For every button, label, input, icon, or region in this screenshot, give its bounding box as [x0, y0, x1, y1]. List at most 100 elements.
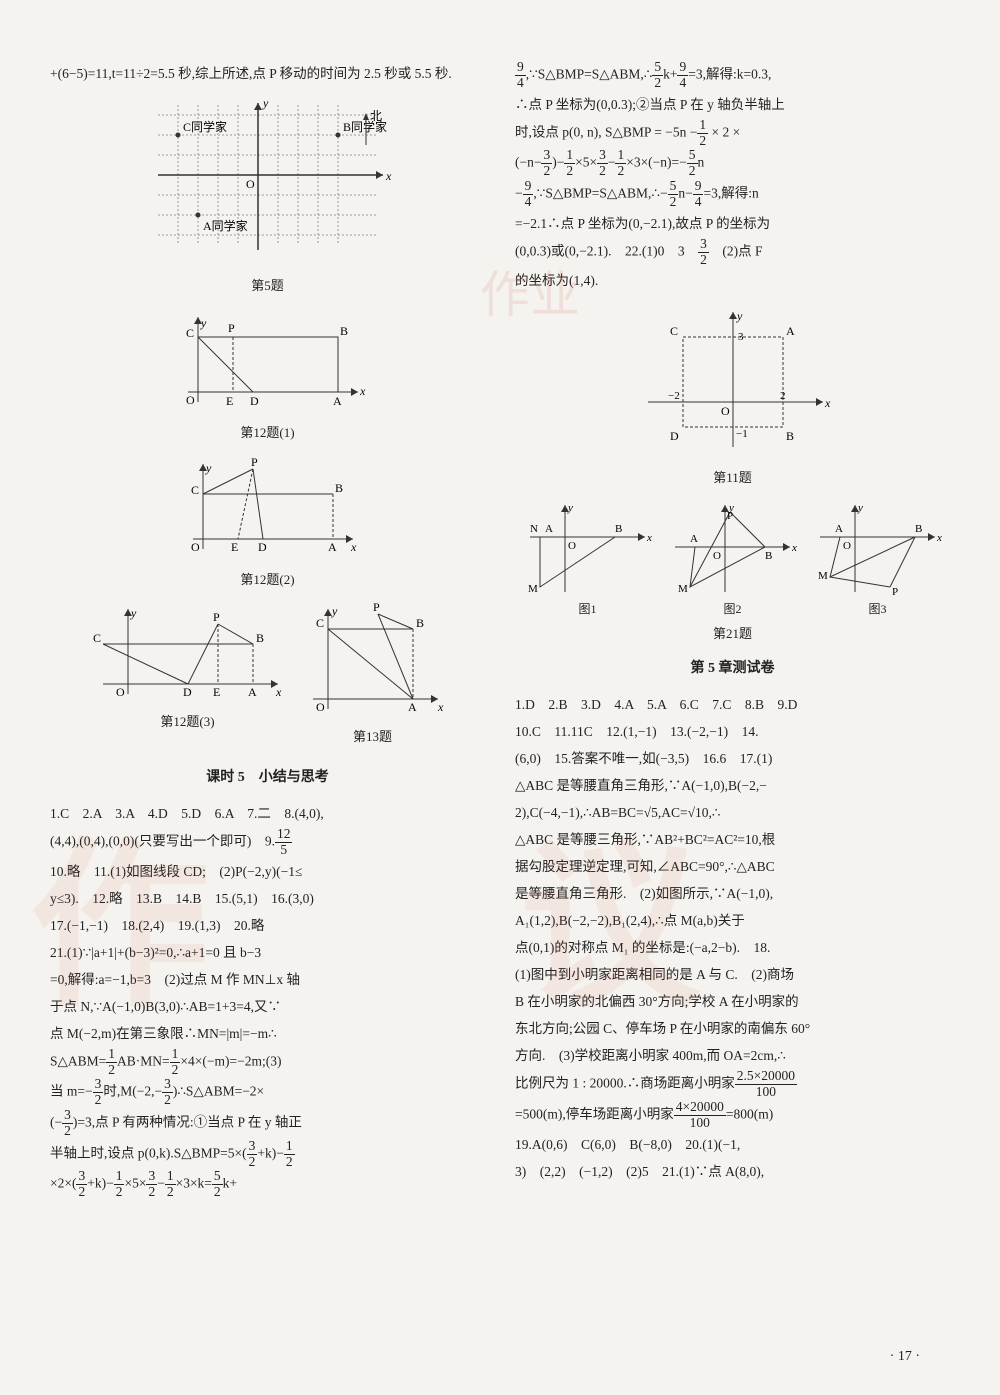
svg-text:B: B: [786, 429, 794, 443]
svg-text:B: B: [416, 616, 424, 630]
svg-text:A: A: [835, 523, 843, 535]
text-line: 半轴上时,设点 p(0,k).S△BMP=5×(32+k)−12: [50, 1139, 485, 1170]
answer-line: 1.C 2.A 3.A 4.D 5.D 6.A 7.二 8.(4,0),: [50, 800, 485, 827]
text-line: ∴点 P 坐标为(0,0.3);②当点 P 在 y 轴负半轴上: [515, 91, 950, 118]
text-line: =−2.1∴点 P 坐标为(0,−2.1),故点 P 的坐标为: [515, 210, 950, 237]
svg-text:O: O: [568, 540, 576, 552]
svg-text:y: y: [200, 316, 207, 330]
svg-text:P: P: [213, 610, 220, 624]
svg-text:O: O: [191, 540, 200, 554]
text-line: (−32)=3,点 P 有两种情况:①当点 P 在 y 轴正: [50, 1108, 485, 1139]
svg-text:C: C: [186, 326, 194, 340]
svg-text:B: B: [340, 324, 348, 338]
svg-text:B: B: [765, 550, 772, 562]
svg-text:3: 3: [738, 331, 744, 343]
svg-text:C: C: [670, 324, 678, 338]
fig21-caption: 第21题: [515, 621, 950, 647]
svg-text:N: N: [530, 523, 538, 535]
text-line: 方向. (3)学校距离小明家 400m,而 OA=2cm,∴: [515, 1042, 950, 1069]
svg-text:O: O: [116, 685, 125, 699]
fig5-a-label: A同学家: [203, 218, 248, 233]
text-line: 于点 N,∵A(−1,0)B(3,0)∴AB=1+3=4,又∵: [50, 993, 485, 1020]
svg-text:C: C: [93, 631, 101, 645]
fig12-2-caption: 第12题(2): [50, 567, 485, 593]
svg-text:A: A: [690, 533, 698, 545]
svg-text:B: B: [335, 481, 343, 495]
svg-text:M: M: [818, 570, 828, 582]
right-column: 94,∵S△BMP=S△ABM,∴52k+94=3,解得:k=0.3, ∴点 P…: [515, 60, 950, 1355]
answer-line: 1.D 2.B 3.D 4.A 5.A 6.C 7.C 8.B 9.D: [515, 691, 950, 718]
text-line: (1)图中到小明家距离相同的是 A 与 C. (2)商场: [515, 961, 950, 988]
svg-text:y: y: [567, 502, 573, 514]
text-line: 比例尺为 1 : 20000.∴商场距离小明家2.5×20000100: [515, 1069, 950, 1100]
svg-text:C: C: [191, 483, 199, 497]
svg-text:C: C: [316, 616, 324, 630]
fig5-north: 北: [370, 109, 382, 123]
test-chapter-5-title: 第 5 章测试卷: [515, 655, 950, 683]
svg-text:O: O: [713, 550, 721, 562]
svg-text:x: x: [824, 396, 831, 410]
fig5-c-label: C同学家: [183, 119, 227, 134]
fig5-o-label: O: [246, 177, 255, 191]
svg-text:y: y: [736, 309, 743, 323]
svg-text:y: y: [130, 606, 137, 620]
text-line: 东北方向;公园 C、停车场 P 在小明家的南偏东 60°: [515, 1015, 950, 1042]
figure-11: y C A O x D B 3 −2 2 −1: [515, 302, 950, 457]
svg-text:D: D: [258, 540, 267, 554]
svg-text:M: M: [528, 583, 538, 595]
svg-text:A: A: [333, 394, 342, 408]
fig13-caption: 第13题: [298, 724, 448, 750]
figure-12-3-and-13: y C P B O D E A x 第12题(3): [50, 599, 485, 756]
answer-line: (6,0) 15.答案不唯一,如(−3,5) 16.6 17.(1): [515, 745, 950, 772]
svg-text:D: D: [250, 394, 259, 408]
fig5-y-label: y: [262, 96, 269, 110]
keshi-5-title: 课时 5 小结与思考: [50, 764, 485, 792]
svg-text:P: P: [892, 586, 898, 597]
answer-line: y≤3). 12.略 13.B 14.B 15.(5,1) 16.(3,0): [50, 885, 485, 912]
text-line: =0,解得:a=−1,b=3 (2)过点 M 作 MN⊥x 轴: [50, 966, 485, 993]
svg-text:P: P: [373, 600, 380, 614]
text-line: 当 m=−32时,M(−2,−32)∴S△ABM=−2×: [50, 1077, 485, 1108]
svg-text:O: O: [843, 540, 851, 552]
text-line: △ABC 是等腰三角形,∵AB²+BC²=AC²=10,根: [515, 826, 950, 853]
svg-text:D: D: [183, 685, 192, 699]
answer-line: 10.C 11.11C 12.(1,−1) 13.(−2,−1) 14.: [515, 718, 950, 745]
svg-text:A: A: [328, 540, 337, 554]
svg-text:P: P: [251, 455, 258, 469]
text-line: B 在小明家的北偏西 30°方向;学校 A 在小明家的: [515, 988, 950, 1015]
text-line: S△ABM=12AB·MN=12×4×(−m)=−2m;(3): [50, 1047, 485, 1078]
svg-text:x: x: [275, 685, 282, 699]
figure-21: y N A B O M x y P A B O M x: [515, 497, 950, 597]
svg-text:x: x: [646, 532, 652, 544]
svg-text:2: 2: [780, 390, 786, 402]
answer-line: 17.(−1,−1) 18.(2,4) 19.(1,3) 20.略: [50, 912, 485, 939]
fig5-x-label: x: [385, 169, 392, 183]
figure-12-2: y C P B O E D A x: [50, 454, 485, 559]
svg-text:A: A: [786, 324, 795, 338]
svg-text:x: x: [359, 384, 366, 398]
text-line: 点(0,1)的对称点 M₁ 的坐标是:(−a,2−b). 18.: [515, 934, 950, 961]
svg-text:O: O: [316, 700, 325, 714]
text-line: (−n−32)−12×5×32−12×3×(−n)=−52n: [515, 148, 950, 179]
text-line: 94,∵S△BMP=S△ABM,∴52k+94=3,解得:k=0.3,: [515, 60, 950, 91]
svg-text:B: B: [615, 523, 622, 535]
svg-text:−1: −1: [736, 428, 748, 440]
page-content: +(6−5)=11,t=11÷2=5.5 秒,综上所述,点 P 移动的时间为 2…: [50, 60, 950, 1355]
fig21-sublabels: 图1 图2 图3: [515, 597, 950, 621]
answer-line: 3) (2,2) (−1,2) (2)5 21.(1)∵点 A(8,0),: [515, 1158, 950, 1185]
svg-text:B: B: [915, 523, 922, 535]
answer-line: (4,4),(0,4),(0,0)(只要写出一个即可) 9.125: [50, 827, 485, 858]
svg-text:E: E: [226, 394, 233, 408]
svg-text:x: x: [350, 540, 357, 554]
svg-text:E: E: [231, 540, 238, 554]
svg-text:D: D: [670, 429, 679, 443]
text-line: △ABC 是等腰直角三角形,∵A(−1,0),B(−2,−: [515, 772, 950, 799]
svg-text:y: y: [857, 502, 863, 514]
text-line: +(6−5)=11,t=11÷2=5.5 秒,综上所述,点 P 移动的时间为 2…: [50, 60, 485, 87]
fraction: 125: [275, 827, 293, 858]
svg-text:y: y: [331, 604, 338, 618]
page-number: · 17 ·: [890, 1349, 920, 1365]
svg-text:−2: −2: [668, 390, 680, 402]
figure-12-1: y C P B O E D A x: [50, 307, 485, 412]
svg-text:E: E: [213, 685, 220, 699]
